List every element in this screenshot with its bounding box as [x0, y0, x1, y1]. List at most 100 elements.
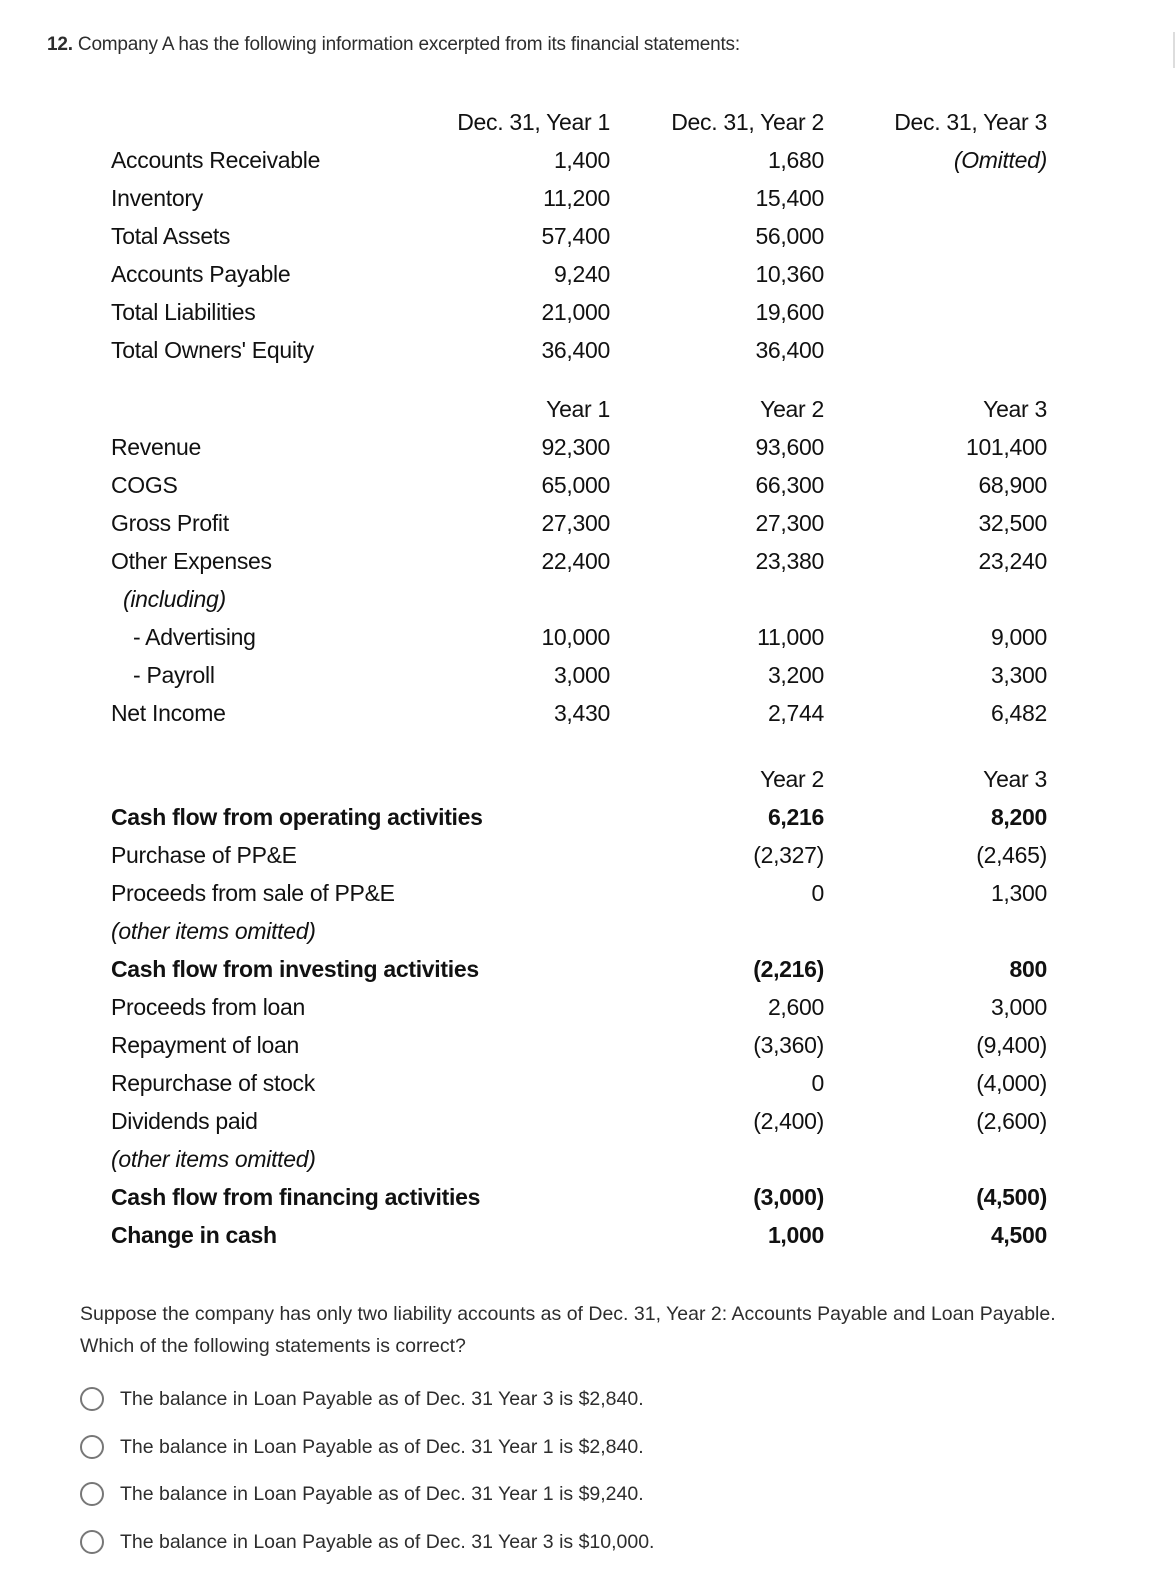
cell-value: 23,380: [755, 548, 824, 574]
cell-value: 19,600: [755, 299, 824, 325]
row-label: Gross Profit: [111, 510, 229, 536]
table-row: Repayment of loan (3,360) (9,400): [111, 1026, 1051, 1064]
table-row: Accounts Receivable 1,400 1,680 (Omitted): [111, 141, 1051, 179]
cell-value: 23,240: [978, 548, 1047, 574]
table-row: (other items omitted): [111, 912, 1051, 950]
cell-value: 6,216: [767, 804, 824, 830]
cell-value: 9,000: [990, 624, 1047, 650]
cell-value: 15,400: [755, 185, 824, 211]
table-row: Gross Profit 27,300 27,300 32,500: [111, 504, 1051, 542]
row-label: Cash flow from financing activities: [111, 1184, 481, 1210]
cell-value: 92,300: [541, 434, 610, 460]
row-label: Purchase of PP&E: [111, 842, 297, 868]
cell-value: 22,400: [541, 548, 610, 574]
cell-value: (9,400): [976, 1032, 1047, 1058]
cell-value: (4,500): [976, 1184, 1047, 1210]
answer-option-4[interactable]: The balance in Loan Payable as of Dec. 3…: [80, 1527, 654, 1557]
table-row: Total Assets 57,400 56,000: [111, 217, 1051, 255]
table-row: - Advertising 10,000 11,000 9,000: [111, 618, 1051, 656]
row-label: COGS: [111, 472, 178, 498]
row-label: Total Liabilities: [111, 299, 256, 325]
cell-value: 11,200: [543, 185, 610, 211]
cell-value: (3,360): [753, 1032, 824, 1058]
row-label: Other Expenses: [111, 548, 272, 574]
cell-value: 1,400: [553, 147, 610, 173]
column-header: Dec. 31, Year 2: [671, 109, 824, 135]
table-row: Change in cash 1,000 4,500: [111, 1216, 1051, 1254]
radio-button[interactable]: [80, 1482, 104, 1506]
cell-value: 11,000: [757, 624, 824, 650]
cell-value: (3,000): [753, 1184, 824, 1210]
cell-value: 93,600: [755, 434, 824, 460]
table-row: Dividends paid (2,400) (2,600): [111, 1102, 1051, 1140]
balance-sheet-table: Dec. 31, Year 1 Dec. 31, Year 2 Dec. 31, Y…: [111, 103, 1051, 369]
table-row: Repurchase of stock 0 (4,000): [111, 1064, 1051, 1102]
cell-value: (2,600): [976, 1108, 1047, 1134]
cell-value: 3,200: [767, 662, 824, 688]
option-label: The balance in Loan Payable as of Dec. 3…: [120, 1482, 644, 1505]
cell-value: (Omitted): [953, 147, 1047, 173]
row-label: Cash flow from operating activities: [111, 804, 483, 830]
row-label: (other items omitted): [111, 918, 316, 944]
cell-value: 1,680: [767, 147, 824, 173]
table-row: (including): [111, 580, 1051, 618]
row-label: Net Income: [111, 700, 226, 726]
cell-value: 10,000: [541, 624, 610, 650]
header-row: Dec. 31, Year 1 Dec. 31, Year 2 Dec. 31, Y…: [111, 103, 1051, 141]
cell-value: 36,400: [755, 337, 824, 363]
cell-value: 3,300: [990, 662, 1047, 688]
cell-value: 57,400: [541, 223, 610, 249]
answer-option-1[interactable]: The balance in Loan Payable as of Dec. 3…: [80, 1384, 644, 1414]
table-row: Cash flow from investing activities (2,21…: [111, 950, 1051, 988]
table-row: Proceeds from sale of PP&E 0 1,300: [111, 874, 1051, 912]
question-intro: 12. Company A has the following informat…: [47, 34, 740, 56]
header-row: Year 1 Year 2 Year 3: [111, 390, 1051, 428]
prompt-line-1: Suppose the company has only two liabili…: [80, 1303, 1056, 1325]
cell-value: 36,400: [541, 337, 610, 363]
cell-value: 0: [811, 880, 825, 906]
cell-value: 9,240: [553, 261, 610, 287]
cell-value: 66,300: [755, 472, 824, 498]
cell-value: 800: [1009, 956, 1048, 982]
table-row: Cash flow from financing activities (3,00…: [111, 1178, 1051, 1216]
column-header: Dec. 31, Year 3: [894, 109, 1047, 135]
question-number: 12.: [47, 34, 73, 55]
table-row: Purchase of PP&E (2,327) (2,465): [111, 836, 1051, 874]
cash-flow-table: Year 2 Year 3 Cash flow from operating act…: [111, 760, 1051, 1254]
row-label: - Advertising: [133, 624, 256, 650]
column-header: Dec. 31, Year 1: [457, 109, 610, 135]
column-header: Year 3: [983, 766, 1047, 792]
cell-value: 3,430: [553, 700, 610, 726]
cell-value: 68,900: [978, 472, 1047, 498]
option-label: The balance in Loan Payable as of Dec. 3…: [120, 1530, 655, 1553]
row-label: (including): [123, 586, 226, 612]
cell-value: 2,600: [767, 994, 824, 1020]
radio-button[interactable]: [80, 1435, 104, 1459]
row-label: Proceeds from loan: [111, 994, 306, 1020]
cell-value: 21,000: [541, 299, 610, 325]
row-label: Accounts Receivable: [111, 147, 321, 173]
table-row: Total Owners' Equity 36,400 36,400: [111, 331, 1051, 369]
row-label: Accounts Payable: [111, 261, 291, 287]
answer-option-3[interactable]: The balance in Loan Payable as of Dec. 3…: [80, 1479, 644, 1509]
cell-value: 65,000: [541, 472, 610, 498]
intro-text: Company A has the following information …: [77, 34, 740, 55]
income-statement-table: Year 1 Year 2 Year 3 Revenue 92,300 93,600 101…: [111, 390, 1051, 732]
row-label: Revenue: [111, 434, 201, 460]
radio-button[interactable]: [80, 1387, 104, 1411]
row-label: Total Owners' Equity: [111, 337, 314, 363]
answer-option-2[interactable]: The balance in Loan Payable as of Dec. 3…: [80, 1432, 644, 1462]
option-label: The balance in Loan Payable as of Dec. 3…: [120, 1435, 644, 1458]
cell-value: 3,000: [553, 662, 610, 688]
cell-value: 3,000: [990, 994, 1047, 1020]
column-header: Year 2: [760, 766, 824, 792]
row-label: Repurchase of stock: [111, 1070, 315, 1096]
question-prompt: Suppose the company has only two liabili…: [80, 1298, 1140, 1362]
table-row: Cash flow from operating activities 6,216…: [111, 798, 1051, 836]
cell-value: 27,300: [755, 510, 824, 536]
cell-value: (2,465): [976, 842, 1047, 868]
radio-button[interactable]: [80, 1530, 104, 1554]
row-label: - Payroll: [133, 662, 215, 688]
cell-value: 56,000: [755, 223, 824, 249]
row-label: Inventory: [111, 185, 203, 211]
